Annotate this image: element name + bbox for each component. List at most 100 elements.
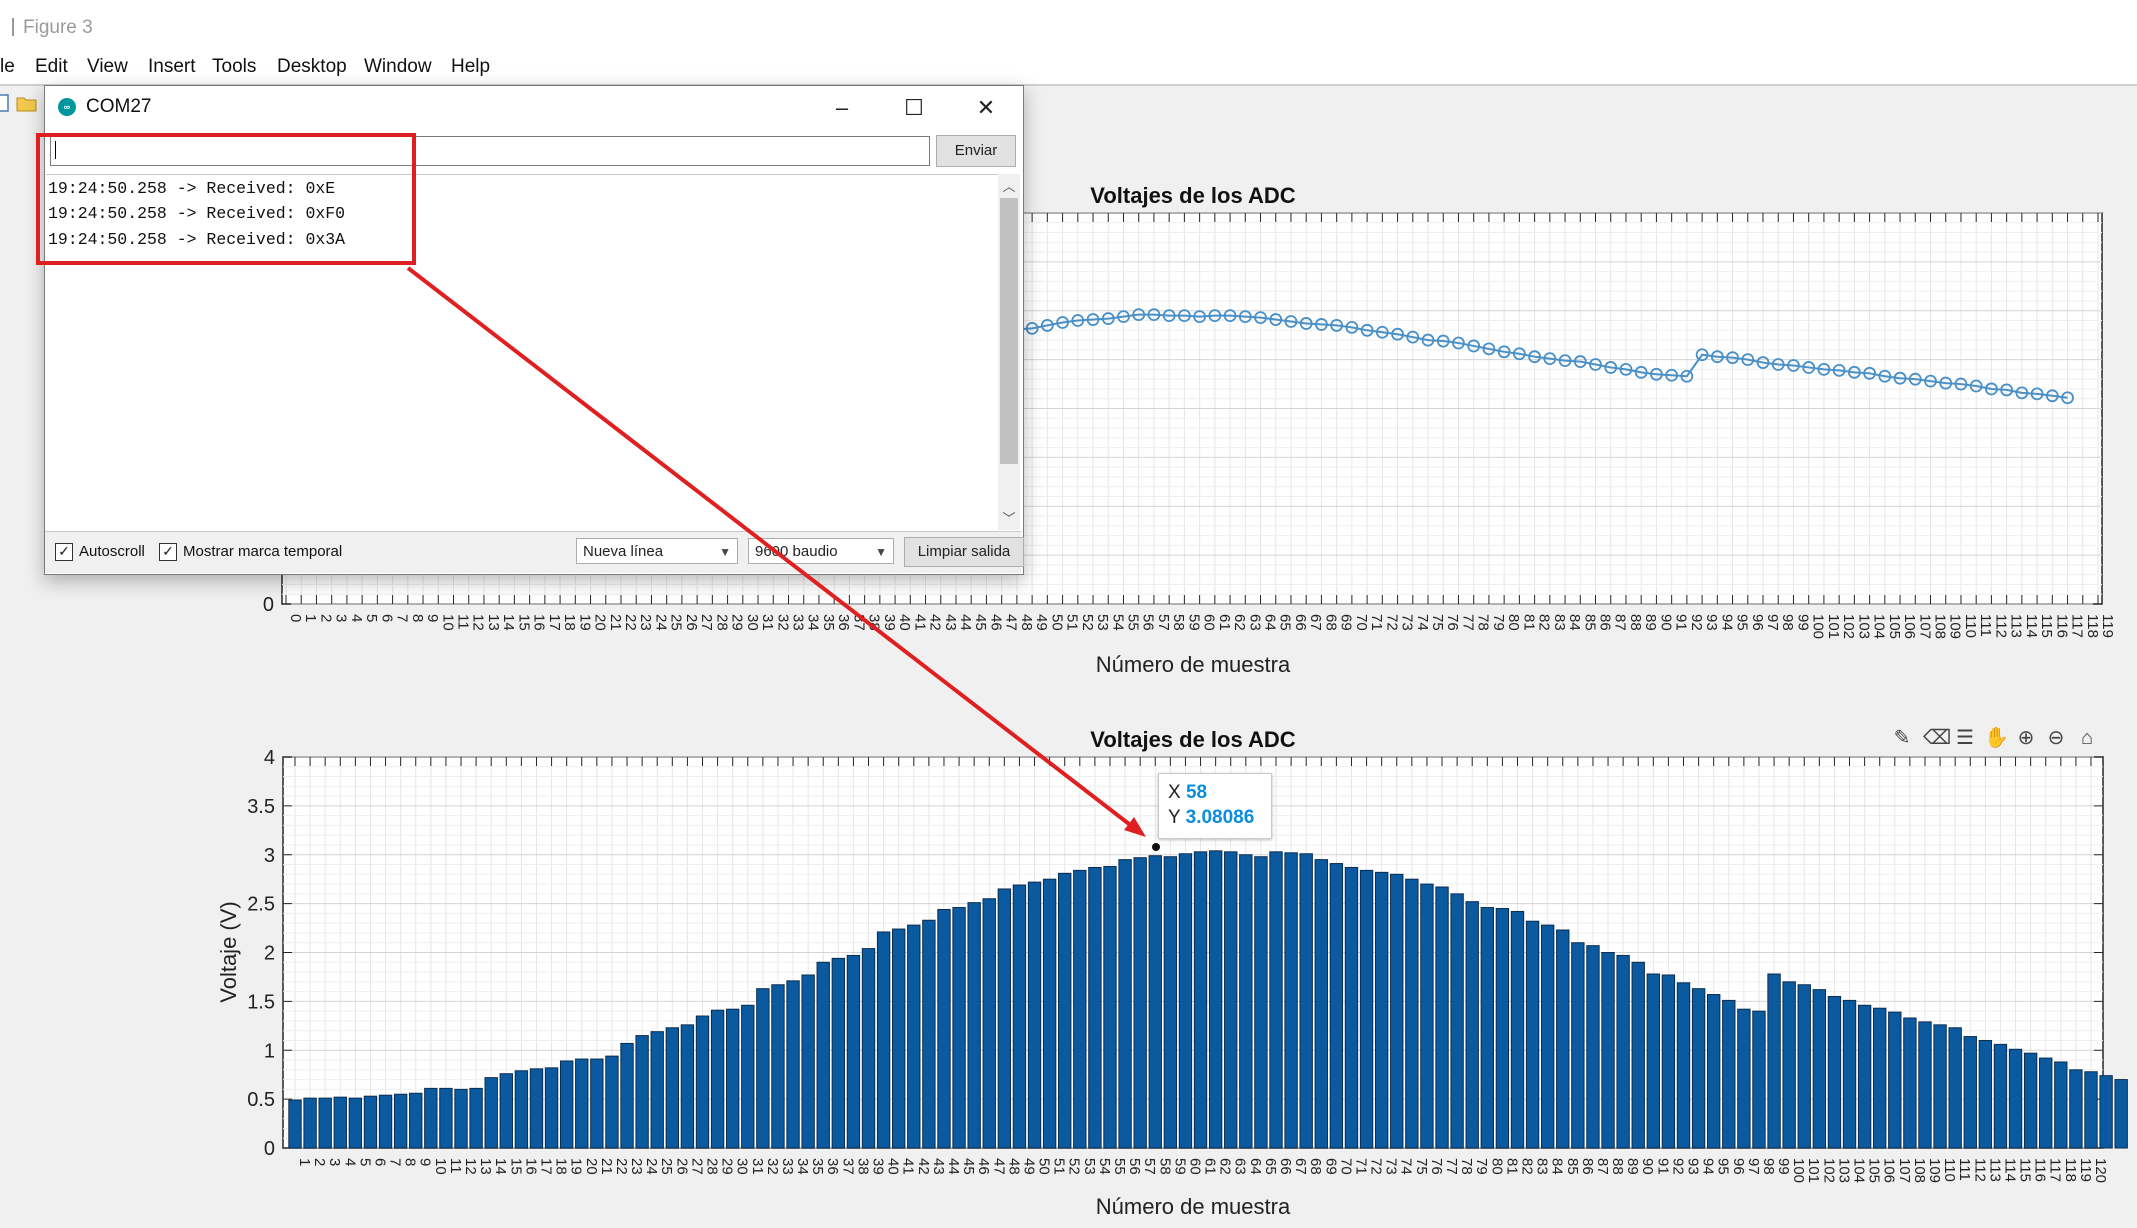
x-tick-label: 94 — [1718, 614, 1735, 631]
brush-icon[interactable]: ✎ — [1893, 727, 1911, 749]
datatip[interactable]: X 58 Y 3.08086 — [1158, 773, 1272, 839]
output-line: 19:24:50.258 -> Received: 0xE — [48, 179, 336, 198]
x-tick-label: 20 — [583, 1158, 600, 1175]
new-figure-icon[interactable] — [0, 94, 16, 112]
bar — [575, 1058, 589, 1149]
x-tick-label: 58 — [1156, 1158, 1173, 1175]
menu-tools[interactable]: Tools — [212, 56, 257, 77]
send-input[interactable] — [50, 136, 930, 166]
bar — [1812, 989, 1827, 1149]
x-tick-label: 26 — [673, 1158, 690, 1175]
x-tick-label: 104 — [1871, 614, 1888, 639]
zoom-out-icon[interactable]: ⊖ — [2047, 727, 2065, 749]
serial-titlebar[interactable] — [45, 86, 1021, 130]
autoscroll-checkbox[interactable]: ✓ — [55, 543, 73, 561]
x-tick-label: 98 — [1760, 1158, 1777, 1175]
baud-select[interactable]: 9600 baudio ▼ — [748, 538, 894, 564]
send-button[interactable]: Enviar — [936, 135, 1016, 167]
datatip-marker[interactable] — [1152, 843, 1160, 851]
eraser-icon[interactable]: ⌫ — [1923, 727, 1952, 749]
x-tick-label: 91 — [1673, 614, 1690, 631]
x-tick-label: 76 — [1428, 1158, 1445, 1175]
data-point — [1512, 347, 1526, 361]
x-tick-label: 33 — [779, 1158, 796, 1175]
legend-icon[interactable]: ☰ — [1956, 727, 1974, 749]
menu-insert[interactable]: Insert — [148, 56, 196, 77]
menu-bar — [0, 52, 2137, 84]
x-tick-label: 44 — [957, 614, 974, 631]
bar — [1027, 881, 1042, 1149]
bar — [590, 1058, 604, 1149]
bar — [424, 1087, 438, 1149]
close-icon[interactable]: ✕ — [976, 95, 996, 120]
x-tick-label: 60 — [1186, 1158, 1203, 1175]
menu-file[interactable]: le — [0, 56, 15, 77]
x-tick-label: 86 — [1579, 1158, 1596, 1175]
clear-output-button[interactable]: Limpiar salida — [904, 537, 1024, 567]
timestamp-label: Mostrar marca temporal — [183, 543, 343, 560]
line-ending-select[interactable]: Nueva línea ▼ — [576, 538, 738, 564]
zoom-in-icon[interactable]: ⊕ — [2017, 727, 2035, 749]
bar — [1888, 1011, 1902, 1149]
bar — [2114, 1079, 2128, 1149]
bar — [1586, 945, 1600, 1149]
x-tick-label: 39 — [870, 1158, 887, 1175]
x-tick-label: 93 — [1703, 614, 1720, 631]
x-tick-label: 64 — [1247, 1158, 1264, 1175]
data-point — [1254, 311, 1267, 324]
x-tick-label: 108 — [1932, 614, 1949, 639]
bar — [741, 1004, 755, 1149]
bar — [756, 988, 770, 1149]
baud-value: 9600 baudio — [755, 543, 838, 560]
bar — [378, 1094, 393, 1149]
x-tick-label: 92 — [1669, 1158, 1686, 1175]
pan-icon[interactable]: ✋ — [1984, 727, 2009, 749]
data-point — [1878, 369, 1892, 383]
bar — [1646, 973, 1661, 1149]
x-tick-label: 75 — [1413, 1158, 1430, 1175]
x-tick-label: 19 — [568, 1158, 585, 1175]
minimize-icon[interactable]: – — [835, 95, 849, 120]
y-tick-label: 0 — [264, 1138, 275, 1160]
bar — [650, 1031, 664, 1149]
x-tick-label: 107 — [1916, 614, 1933, 639]
x-tick-label: 7 — [394, 614, 411, 622]
data-point — [1680, 369, 1694, 383]
timestamp-checkbox[interactable]: ✓ — [159, 543, 177, 561]
bar — [333, 1096, 347, 1149]
bar — [937, 908, 951, 1149]
menu-edit[interactable]: Edit — [35, 56, 68, 77]
menu-window[interactable]: Window — [364, 56, 432, 77]
home-icon[interactable]: ⌂ — [2080, 727, 2094, 749]
bar — [1254, 856, 1268, 1149]
data-point — [1589, 358, 1602, 371]
x-tick-label: 25 — [658, 1158, 675, 1175]
serial-output[interactable] — [46, 174, 998, 531]
data-point — [1650, 367, 1663, 381]
bar — [484, 1077, 498, 1149]
bar — [2039, 1057, 2053, 1149]
bar — [514, 1070, 529, 1149]
scroll-down-icon[interactable]: ﹀ — [1002, 511, 1016, 526]
menu-help[interactable]: Help — [451, 56, 491, 77]
bar — [1752, 1010, 1766, 1149]
bar — [725, 1008, 740, 1149]
x-tick-label: 106 — [1881, 1158, 1898, 1183]
scrollbar-thumb[interactable] — [1000, 198, 1018, 464]
bar — [1329, 863, 1344, 1149]
bar — [816, 961, 830, 1149]
bar — [846, 954, 861, 1149]
scroll-up-icon[interactable]: ︿ — [1002, 179, 1016, 194]
x-tick-label: 105 — [1866, 1158, 1883, 1183]
x-tick-label: 70 — [1337, 1158, 1354, 1175]
x-tick-label: 113 — [2008, 614, 2025, 638]
x-tick-label: 14 — [500, 614, 517, 631]
maximize-icon[interactable]: ☐ — [904, 95, 924, 120]
menu-desktop[interactable]: Desktop — [277, 56, 347, 77]
bar — [303, 1097, 317, 1149]
open-folder-icon[interactable] — [16, 94, 38, 112]
x-tick-label: 14 — [492, 1158, 509, 1175]
data-point — [1345, 320, 1359, 334]
data-point — [1421, 333, 1435, 347]
menu-view[interactable]: View — [87, 56, 128, 77]
